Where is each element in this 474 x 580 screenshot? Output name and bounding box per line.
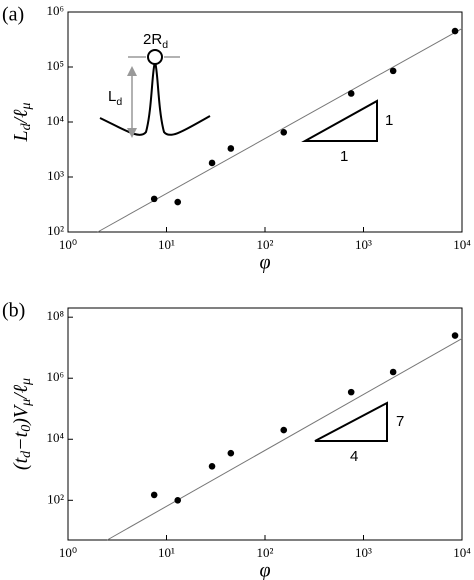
y-axis-label: (td−t0)Vμ/ℓμ <box>10 378 35 470</box>
slope-label: 7 <box>396 413 404 430</box>
y-tick-label: 10⁵ <box>46 58 64 73</box>
annotation: 2Rd <box>143 31 168 51</box>
y-axis-label-part: /ℓ <box>10 384 32 400</box>
y-axis-label-part: μ <box>19 399 34 407</box>
y-tick-label: 10⁴ <box>46 113 64 128</box>
x-tick-label: 10² <box>257 237 274 252</box>
point <box>174 496 182 504</box>
y-axis-label-part: d <box>19 122 34 130</box>
point <box>451 27 459 35</box>
slope-label: 1 <box>385 112 393 129</box>
point <box>347 90 355 97</box>
slope-triangle <box>301 99 378 142</box>
y-axis-label: Ld/ℓμ <box>10 102 35 142</box>
y-axis-label-part: 0 <box>19 425 34 432</box>
droplet-sketch <box>99 49 211 138</box>
x-tick-label: 10³ <box>355 545 372 560</box>
x-tick-label: 10⁴ <box>453 237 471 252</box>
point <box>174 198 182 206</box>
plot-frame <box>67 11 463 233</box>
y-tick-label: 10² <box>47 223 64 238</box>
y-axis-label-part: μ <box>19 378 34 386</box>
y-axis-label-part: )V <box>10 403 32 426</box>
y-axis-label-part: d <box>19 450 34 458</box>
point <box>389 67 397 75</box>
annotation-part: d <box>162 39 168 51</box>
annotation-part: 2R <box>143 31 162 48</box>
point <box>208 159 216 167</box>
point <box>227 449 235 457</box>
y-tick-label: 10⁸ <box>46 308 64 323</box>
y-tick-label: 10⁶ <box>46 369 64 384</box>
point <box>347 388 355 396</box>
y-axis-label-part: L <box>10 130 32 142</box>
x-tick-label: 10⁰ <box>59 545 77 560</box>
y-tick-label: 10⁴ <box>46 430 64 445</box>
y-tick-label: 10⁶ <box>46 3 64 18</box>
y-axis-label-part: −t <box>10 431 32 450</box>
slope-label: 1 <box>340 148 348 165</box>
point <box>451 332 459 339</box>
y-axis-label-part: (t <box>10 457 32 470</box>
x-axis-label: φ <box>259 252 270 274</box>
annotation-part: d <box>116 96 122 108</box>
annotation-part: L <box>108 88 116 105</box>
x-tick-label: 10⁴ <box>453 545 471 560</box>
fit-line <box>106 338 463 541</box>
y-tick-label: 10³ <box>47 168 64 183</box>
x-axis-label: φ <box>259 560 270 580</box>
y-axis-label-part: μ <box>19 102 34 110</box>
y-tick-label: 10² <box>47 491 64 506</box>
point <box>150 491 158 499</box>
point <box>389 368 397 376</box>
panel-label: (b) <box>2 300 25 322</box>
slope-label: 4 <box>350 448 358 465</box>
x-tick-label: 10¹ <box>158 237 175 252</box>
x-tick-label: 10¹ <box>158 545 175 560</box>
x-tick-label: 10³ <box>355 237 372 252</box>
slope-triangle <box>314 401 388 442</box>
point <box>280 128 288 136</box>
y-axis-label-part: /ℓ <box>10 109 32 125</box>
fit-line <box>97 28 463 233</box>
point <box>208 462 216 470</box>
panel-label: (a) <box>2 4 24 26</box>
annotation: Ld <box>108 88 122 108</box>
x-tick-label: 10⁰ <box>59 237 77 252</box>
x-tick-label: 10² <box>257 545 274 560</box>
point <box>227 145 235 152</box>
point <box>150 195 158 203</box>
point <box>280 426 288 434</box>
